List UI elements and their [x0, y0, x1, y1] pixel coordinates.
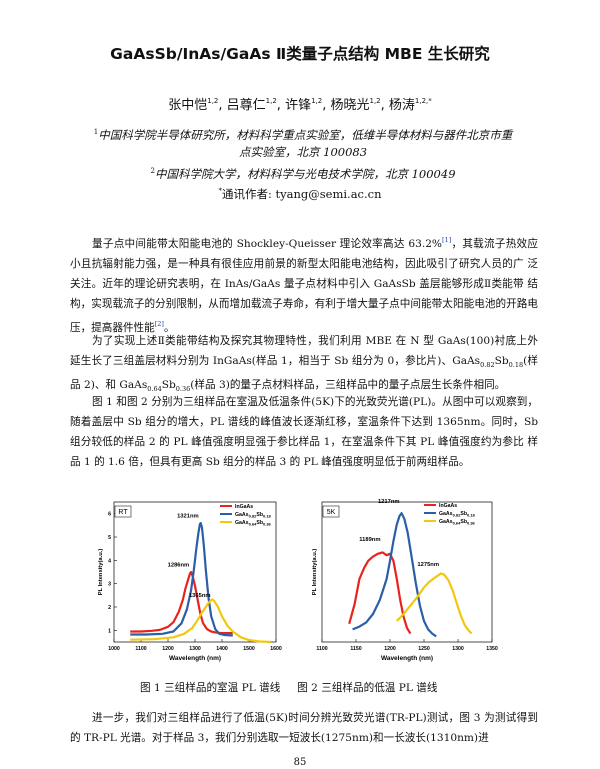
author: 杨晓光1,2 [330, 97, 381, 113]
x-tick-label: 1100 [135, 646, 146, 652]
paragraph-trpl: 进一步，我们对三组样品进行了低温(5K)时间分辨光致荧光谱(TR-PL)测试，图… [70, 712, 538, 744]
series-line [130, 570, 233, 635]
panel-label: RT [118, 509, 128, 516]
panel-label-box [114, 505, 132, 518]
x-tick-label: 1300 [452, 646, 464, 652]
affiliation-1: 1中国科学院半导体研究所，材料科学重点实验室，低维半导体材料与器件北京市重 点实… [93, 128, 513, 159]
legend-entry: InGaAs [235, 504, 253, 510]
x-tick-label: 1500 [243, 646, 255, 652]
citation-1[interactable]: [1] [442, 236, 452, 244]
x-tick-label: 1200 [162, 646, 174, 652]
figure-1-rt-pl-chart: 1000 1100 1200 1300 1400 1500 1600 1 2 3 4 5 6 Wavele… [98, 501, 282, 662]
x-tick-label: 1600 [270, 646, 282, 652]
paper-title: GaAsSb/InAs/GaAs Ⅱ类量子点结构 MBE 生长研究 [110, 45, 490, 63]
legend-entry: GaAs0.64Sb0.36 [235, 520, 272, 527]
page-number: 85 [293, 757, 307, 768]
peak-annotation: 1365nm [189, 593, 211, 599]
series-line [396, 572, 473, 635]
affiliation-2: 2中国科学院大学，材料科学与光电技术学院，北京 100049 [150, 167, 456, 181]
citation-2[interactable]: [2] [154, 320, 164, 328]
y-tick-label: 5 [108, 535, 111, 541]
author-list: 张中恺1,2, 吕尊仁1,2, 许锋1,2, 杨晓光1,2, 杨涛1,2,* [168, 97, 432, 113]
peak-annotation: 1189nm [359, 537, 380, 543]
author: 张中恺1,2 [168, 97, 219, 113]
panel-label: 5K [327, 509, 336, 516]
author: 吕尊仁1,2 [226, 97, 277, 113]
peak-annotation: 1286nm [168, 563, 190, 569]
legend-entry: GaAs0.82Sb0.18 [439, 511, 476, 518]
y-tick-label: 6 [108, 512, 111, 518]
peak-annotation: 1321nm [177, 514, 199, 520]
x-tick-label: 1150 [350, 646, 361, 652]
figure-1-caption: 图 1 三组样品的室温 PL 谱线 [140, 682, 281, 694]
x-tick-label: 1300 [189, 646, 201, 652]
x-tick-label: 1350 [486, 646, 498, 652]
y-tick-label: 1 [108, 628, 111, 634]
paragraph-pl-results: 图 1 和图 2 分别为三组样品在室温及低温条件(5K)下的光致荧光谱(PL)。… [70, 396, 538, 468]
panel-label-box [322, 505, 340, 518]
series-line [352, 512, 437, 638]
x-tick-label: 1200 [384, 646, 396, 652]
paragraph-samples: 为了实现上述Ⅱ类能带结构及探究其物理特性，我们利用 MBE 在 N 型 GaAs… [70, 335, 538, 394]
y-tick-label: 3 [108, 582, 111, 588]
y-tick-label: 2 [108, 605, 111, 611]
figure-captions: 图 1 三组样品的室温 PL 谱线 图 2 三组样品的低温 PL 谱线 [140, 680, 540, 695]
legend-entry: GaAs0.82Sb0.18 [235, 512, 272, 519]
x-axis-label: Wavelength (nm) [169, 655, 221, 662]
x-axis-label: Wavelength (nm) [381, 655, 433, 662]
y-axis-label: PL Intensity(a.u.) [98, 549, 104, 596]
peak-annotation: 1275nm [417, 562, 439, 568]
x-tick-label: 1000 [108, 646, 120, 652]
y-tick-label: 4 [108, 558, 111, 564]
author: 许锋1,2 [285, 97, 323, 113]
figure-2-5k-pl-chart: 1100 1150 1200 1250 1300 1350 Wavelength (nm) P… [312, 499, 498, 662]
x-tick-label: 1250 [418, 646, 430, 652]
x-tick-label: 1400 [216, 646, 228, 652]
figure-2-caption: 图 2 三组样品的低温 PL 谱线 [297, 682, 438, 694]
author: 杨涛1,2,* [388, 97, 432, 113]
peak-annotation: 1217nm [378, 499, 400, 505]
series-line [130, 521, 233, 637]
x-tick-label: 1100 [316, 646, 327, 652]
correspondence: *通讯作者: tyang@semi.ac.cn [218, 187, 382, 201]
legend-entry: InGaAs [439, 503, 457, 509]
paragraph-intro: 量子点中间能带太阳能电池的 Shockley-Queisser 理论效率高达 6… [70, 236, 538, 334]
series-line [348, 551, 412, 635]
series-line [130, 598, 271, 644]
y-axis-label: PL Intensity(a.u.) [312, 549, 318, 596]
plot-frame [321, 501, 493, 643]
legend-entry: GaAs0.64Sb0.36 [439, 519, 476, 526]
